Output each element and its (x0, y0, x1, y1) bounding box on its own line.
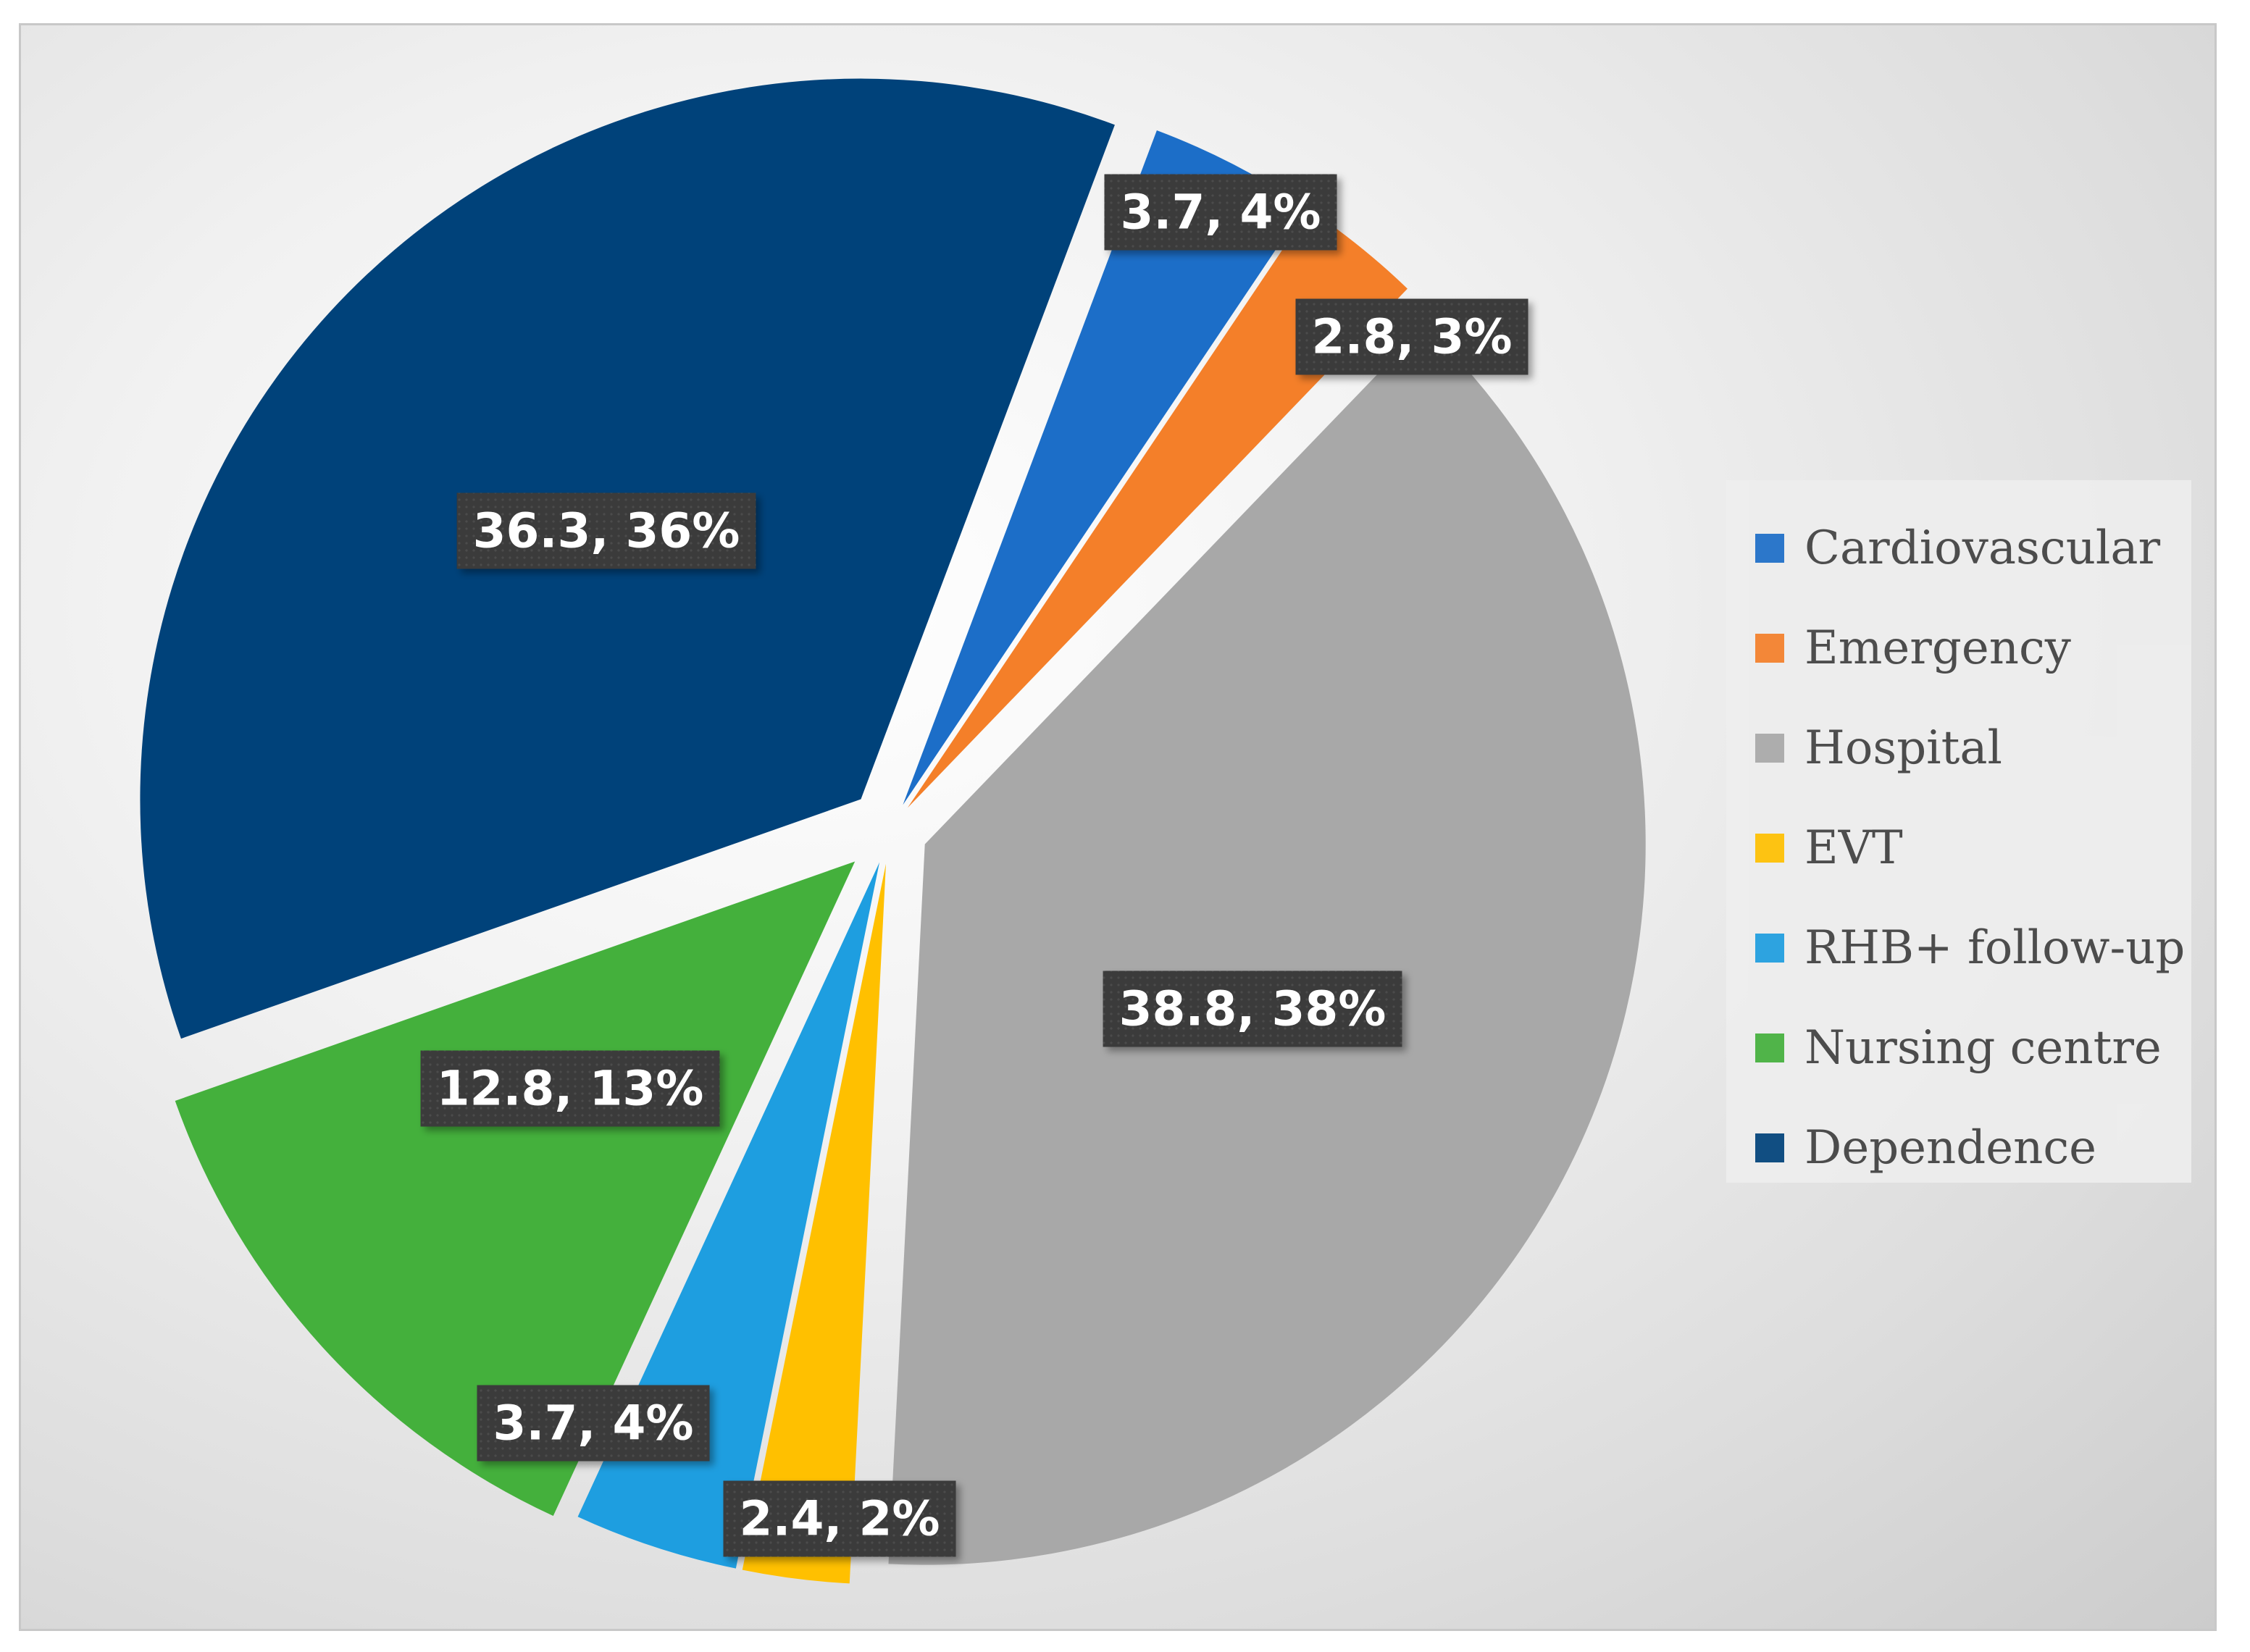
legend-item: EVT (1755, 798, 2191, 898)
data-label-box (477, 1385, 710, 1462)
legend-swatch (1755, 734, 1784, 763)
legend-item: Dependence (1755, 1098, 2191, 1198)
legend-swatch (1755, 634, 1784, 663)
legend-item: RHB+ follow-up (1755, 898, 2191, 998)
data-label: 2.8, 3% (1295, 298, 1528, 375)
data-label-text: 2.8, 3% (1311, 309, 1512, 365)
data-label: 36.3, 36% (456, 492, 756, 569)
legend-label: Dependence (1804, 1121, 2097, 1175)
legend-label: EVT (1804, 821, 1903, 875)
pie-slice-cardiovascular (903, 130, 1305, 805)
data-label-text: 36.3, 36% (473, 503, 740, 559)
chart-frame: 3.7, 4% 2.8, 3% 38.8, 38% 2.4, 2% 3.7, 4% 12.… (19, 23, 2217, 1631)
pie-chart: 3.7, 4% 2.8, 3% 38.8, 38% 2.4, 2% 3.7, 4% 12.… (140, 78, 1646, 1584)
legend-item: Hospital (1755, 698, 2191, 798)
legend-label: Nursing centre (1804, 1021, 2162, 1075)
data-label: 38.8, 38% (1103, 970, 1402, 1047)
legend-swatch (1755, 1133, 1784, 1162)
legend-swatch (1755, 934, 1784, 963)
pie-slice-nursing-centre (175, 861, 856, 1517)
data-label: 2.4, 2% (723, 1480, 956, 1557)
legend-swatch (1755, 1033, 1784, 1062)
data-label-text: 12.8, 13% (437, 1061, 704, 1117)
legend-item: Emergency (1755, 598, 2191, 698)
pie-slice-evt (742, 863, 886, 1584)
data-label-box (420, 1050, 720, 1127)
chart-legend: Cardiovascular Emergency Hospital EVT RH… (1726, 480, 2191, 1183)
data-label-text: 2.4, 2% (739, 1491, 940, 1547)
legend-label: Emergency (1804, 621, 2071, 675)
data-label-text: 3.7, 4% (1120, 185, 1321, 240)
legend-label: Cardiovascular (1804, 521, 2161, 575)
legend-label: Hospital (1804, 721, 2002, 775)
data-label-text: 3.7, 4% (493, 1396, 693, 1451)
pie-slice-emergency (907, 209, 1408, 808)
data-label: 3.7, 4% (1104, 174, 1337, 251)
legend-swatch (1755, 834, 1784, 863)
legend-item: Nursing centre (1755, 998, 2191, 1098)
data-label-box (1295, 298, 1528, 375)
data-label-box (456, 492, 756, 569)
data-label-text: 38.8, 38% (1119, 981, 1387, 1037)
data-label-box (1104, 174, 1337, 251)
data-label-box (1103, 970, 1402, 1047)
data-label: 12.8, 13% (420, 1050, 720, 1127)
legend-swatch (1755, 534, 1784, 563)
legend-item: Cardiovascular (1755, 498, 2191, 598)
data-label-box (723, 1480, 956, 1557)
pie-slice-hospital (888, 324, 1646, 1565)
data-label: 3.7, 4% (477, 1385, 710, 1462)
legend-label: RHB+ follow-up (1804, 921, 2186, 975)
